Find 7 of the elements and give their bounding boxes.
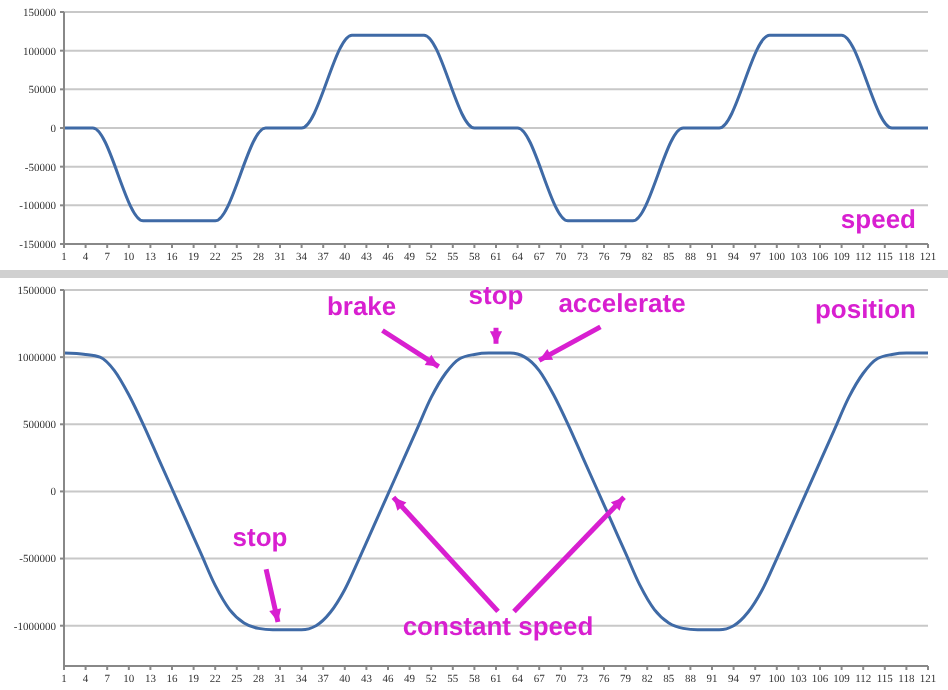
annotation: stop (232, 521, 288, 552)
annotation: stop (468, 279, 524, 310)
annotation: brake (326, 290, 397, 321)
annotation: speed (840, 204, 917, 234)
annotation: constant speed (402, 611, 594, 642)
annotation: position (814, 294, 917, 324)
annotation: accelerate (558, 287, 686, 318)
